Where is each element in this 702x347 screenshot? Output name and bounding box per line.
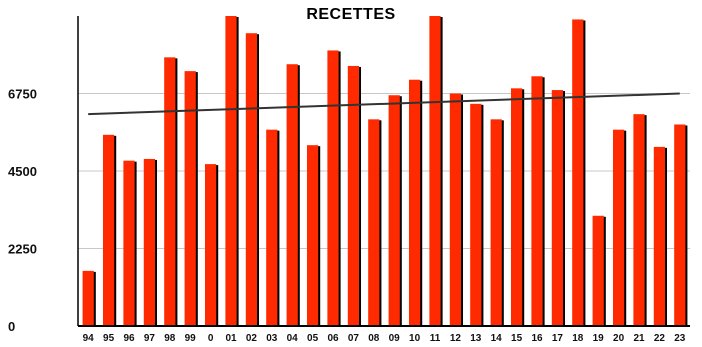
x-tick-label: 95 xyxy=(103,333,115,344)
x-tick-label: 01 xyxy=(225,333,237,344)
bar xyxy=(144,159,155,326)
bar xyxy=(450,94,461,327)
x-tick-label: 04 xyxy=(287,333,299,344)
bar xyxy=(164,57,175,326)
x-tick-label: 12 xyxy=(450,333,462,344)
x-tick-label: 16 xyxy=(531,333,543,344)
bar xyxy=(531,76,542,326)
x-tick-label: 99 xyxy=(185,333,197,344)
y-tick-label: 4500 xyxy=(8,164,37,179)
bar xyxy=(409,80,420,326)
x-tick-label: 02 xyxy=(246,333,258,344)
bar xyxy=(205,164,216,326)
x-tick-label: 17 xyxy=(552,333,564,344)
bar xyxy=(287,64,298,326)
bar xyxy=(83,271,94,326)
y-tick-label: 6750 xyxy=(8,87,37,102)
bar xyxy=(327,50,338,326)
x-tick-label: 96 xyxy=(123,333,135,344)
x-tick-label: 05 xyxy=(307,333,319,344)
y-tick-label: 0 xyxy=(8,319,15,334)
x-tick-label: 97 xyxy=(144,333,156,344)
x-tick-label: 23 xyxy=(674,333,686,344)
bar xyxy=(307,145,318,326)
x-tick-label: 10 xyxy=(409,333,421,344)
bar xyxy=(552,90,563,326)
x-tick-label: 22 xyxy=(654,333,666,344)
bar xyxy=(613,130,624,326)
bar xyxy=(572,19,583,326)
x-tick-label: 08 xyxy=(368,333,380,344)
bar xyxy=(368,119,379,326)
bar xyxy=(593,216,604,326)
bar xyxy=(674,125,685,327)
bar xyxy=(266,130,277,326)
x-tick-label: 06 xyxy=(327,333,339,344)
bar xyxy=(103,135,114,326)
bar xyxy=(225,16,236,326)
x-tick-label: 13 xyxy=(470,333,482,344)
x-tick-label: 11 xyxy=(430,333,441,344)
x-tick-label: 03 xyxy=(266,333,278,344)
bar xyxy=(123,161,134,326)
bar xyxy=(633,114,644,326)
bar xyxy=(429,16,440,326)
x-tick-label: 18 xyxy=(572,333,584,344)
x-tick-label: 21 xyxy=(633,333,645,344)
bar xyxy=(511,88,522,326)
x-tick-labels: 94 95 96 97 98 99 0 01 02 03 04 05 06 07 08 09 10 11 12 13 1… xyxy=(83,333,686,344)
x-tick-label: 98 xyxy=(164,333,176,344)
x-tick-label: 14 xyxy=(491,333,503,344)
bar xyxy=(470,104,481,326)
x-tick-label: 94 xyxy=(83,333,95,344)
x-tick-label: 07 xyxy=(348,333,360,344)
bar xyxy=(185,71,196,326)
x-tick-label: 19 xyxy=(593,333,605,344)
x-tick-label: 15 xyxy=(511,333,523,344)
bar xyxy=(491,119,502,326)
bar xyxy=(246,33,257,326)
bar xyxy=(654,147,665,326)
x-tick-label: 0 xyxy=(208,333,214,344)
x-tick-label: 09 xyxy=(389,333,401,344)
bar xyxy=(389,95,400,326)
y-tick-label: 2250 xyxy=(8,242,37,257)
y-tick-labels: 0 2250 4500 6750 xyxy=(8,87,37,335)
x-tick-label: 20 xyxy=(613,333,625,344)
